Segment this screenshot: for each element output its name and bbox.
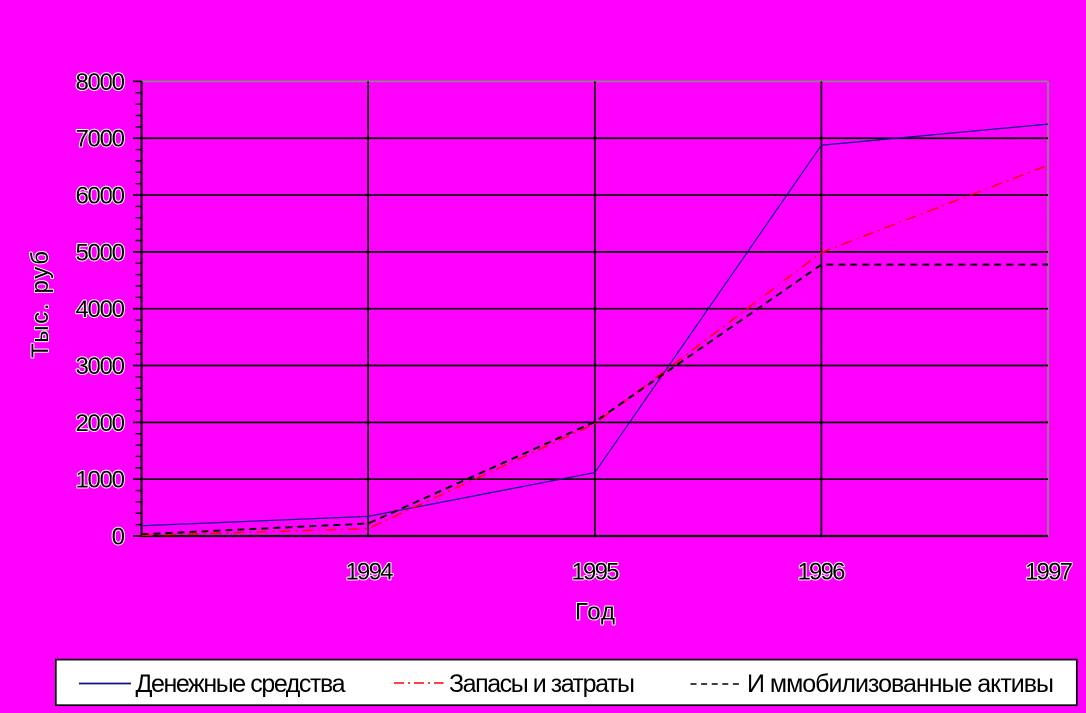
svg-text:7000: 7000 bbox=[76, 126, 126, 153]
svg-text:3000: 3000 bbox=[76, 353, 126, 380]
svg-text:Тыс. руб: Тыс. руб bbox=[27, 251, 54, 358]
svg-text:Запасы и затраты: Запасы и затраты bbox=[449, 670, 635, 698]
svg-text:Год: Год bbox=[575, 598, 615, 625]
svg-text:0: 0 bbox=[112, 524, 125, 551]
svg-text:1000: 1000 bbox=[76, 467, 126, 494]
svg-text:6000: 6000 bbox=[76, 183, 126, 210]
svg-text:8000: 8000 bbox=[76, 69, 126, 96]
svg-text:5000: 5000 bbox=[76, 239, 126, 266]
svg-text:1994: 1994 bbox=[346, 558, 394, 585]
svg-text:1997: 1997 bbox=[1025, 558, 1073, 585]
svg-text:2000: 2000 bbox=[76, 410, 126, 437]
svg-text:4000: 4000 bbox=[76, 296, 126, 323]
svg-text:Денежные средства: Денежные средства bbox=[136, 670, 346, 698]
svg-text:1996: 1996 bbox=[798, 558, 846, 585]
svg-text:1995: 1995 bbox=[572, 558, 620, 585]
svg-text:И ммобилизованные активы: И ммобилизованные активы bbox=[747, 670, 1054, 698]
